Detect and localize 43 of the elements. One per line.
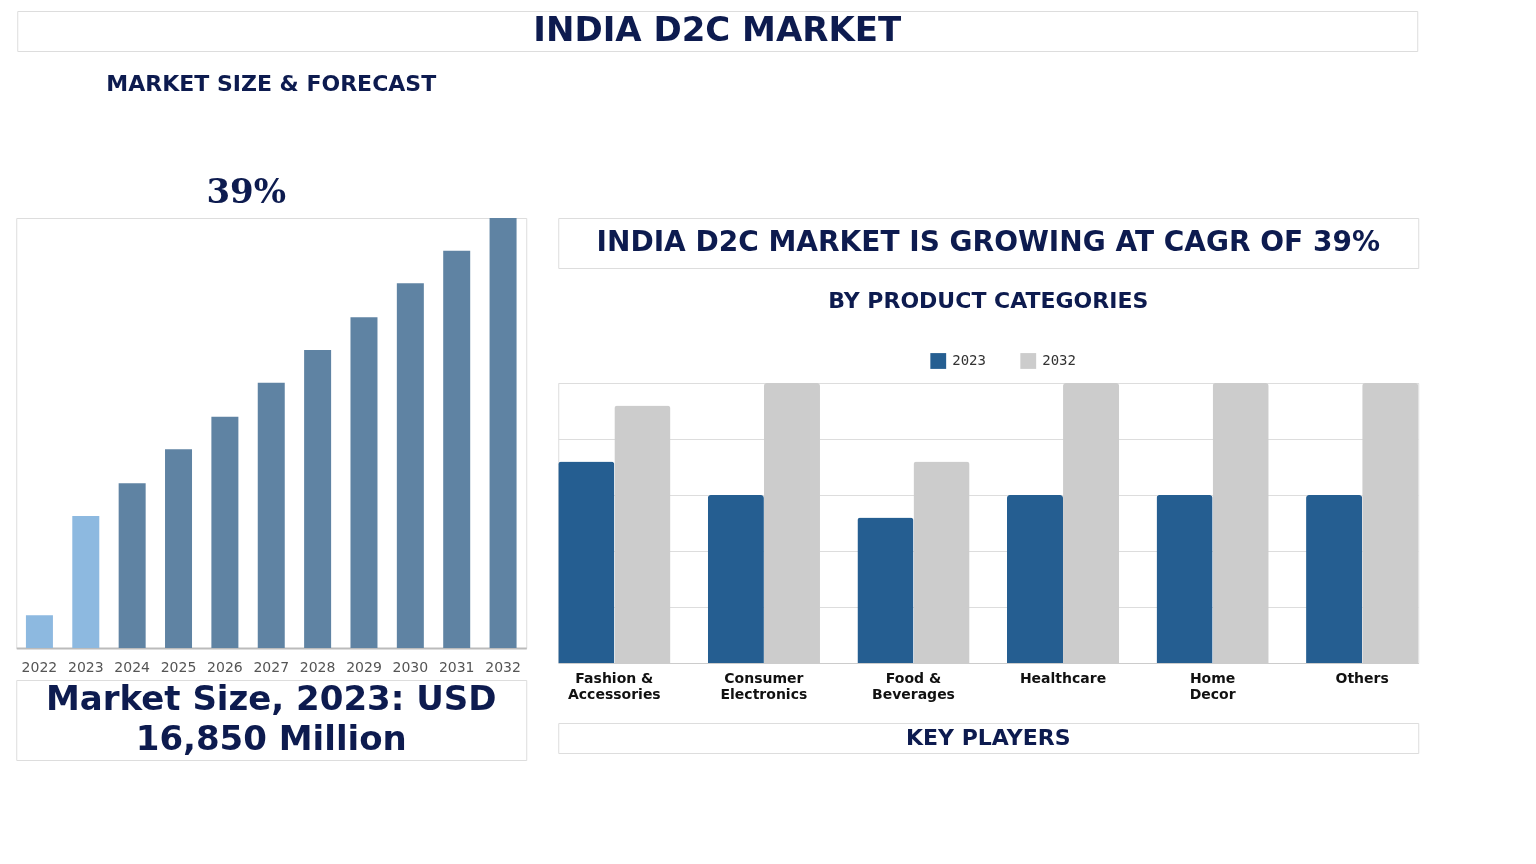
- text: KEY PLAYERS: [906, 725, 1071, 750]
- legend-label: 2023: [952, 352, 986, 368]
- x-tick-label: 2023: [67, 658, 104, 675]
- legend-label: 2032: [1042, 352, 1076, 368]
- bar: [396, 283, 424, 648]
- x-tick-label: Others: [1335, 669, 1389, 686]
- text: INDIA D2C MARKET IS GROWING AT CAGR OF 39%: [596, 225, 1380, 258]
- bar: [1006, 495, 1064, 663]
- x-tick-label: Healthcare: [1019, 669, 1107, 686]
- bar: [72, 515, 100, 648]
- text: Market Size, 2023: USD 16,850 Million: [45, 678, 497, 758]
- x-tick-label: 2032: [485, 658, 521, 675]
- x-tick-label: 2025: [160, 658, 197, 675]
- chart-title: MARKET SIZE & FORECAST: [106, 71, 437, 96]
- bar: [443, 250, 471, 648]
- bar: [118, 483, 146, 648]
- bar: [857, 517, 914, 663]
- x-tick-label: 2027: [253, 658, 290, 675]
- x-tick-label: Home Decor: [1189, 669, 1236, 702]
- x-tick-label: 2026: [207, 658, 243, 675]
- bar: [165, 449, 193, 648]
- text: 39%: [206, 171, 287, 211]
- text: INDIA D2C MARKET: [533, 9, 902, 49]
- bar: [350, 317, 378, 648]
- bar: [257, 382, 285, 648]
- bar: [1306, 495, 1363, 663]
- bar: [25, 615, 53, 648]
- bar: [489, 218, 517, 648]
- x-tick-label: 2031: [438, 658, 475, 675]
- bar: [558, 461, 615, 663]
- x-tick-label: 2028: [299, 658, 336, 675]
- chart-title: BY PRODUCT CATEGORIES: [828, 288, 1149, 314]
- bar: [211, 416, 239, 648]
- x-tick-label: 2022: [21, 658, 58, 675]
- x-tick-label: 2030: [392, 658, 429, 675]
- bar: [707, 495, 764, 663]
- x-tick-label: 2029: [346, 658, 382, 675]
- x-tick-label: Food & Beverages: [871, 669, 955, 702]
- x-tick-label: Consumer Electronics: [720, 669, 808, 702]
- bar: [304, 350, 332, 648]
- x-tick-label: Fashion & Accessories: [567, 669, 661, 702]
- bar: [1156, 495, 1213, 663]
- x-tick-label: 2024: [114, 658, 151, 675]
